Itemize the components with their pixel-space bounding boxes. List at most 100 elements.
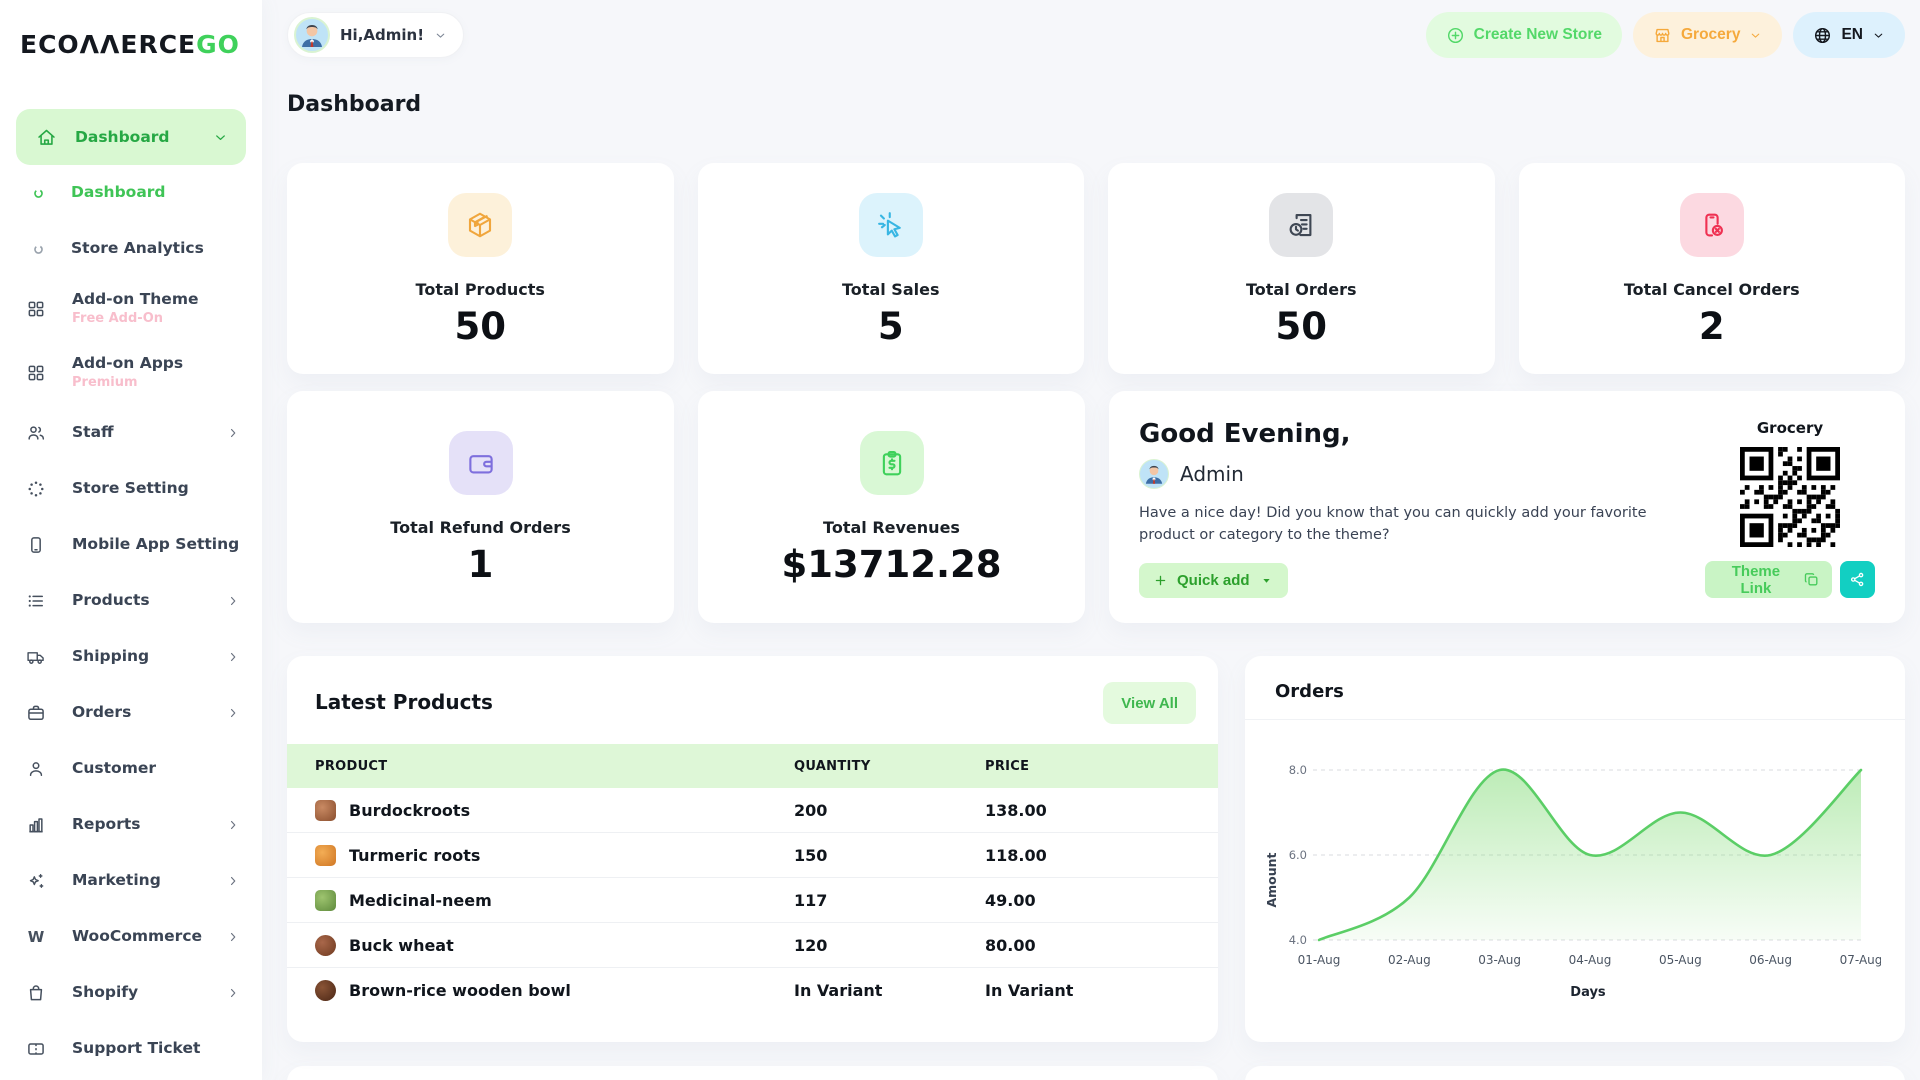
clipboard-dollar-icon [859, 431, 924, 495]
x-tick-label: 02-Aug [1388, 953, 1431, 967]
x-tick-label: 03-Aug [1478, 953, 1521, 967]
sidebar-item-dashboard-group[interactable]: Dashboard [16, 109, 246, 165]
stats-row-1: Total Products 50 Total Sales 5 Total Or… [287, 163, 1905, 374]
sidebar-item-store-analytics[interactable]: Store Analytics [0, 221, 262, 277]
stat-label: Total Orders [1246, 280, 1357, 299]
chevron-right-icon [226, 930, 240, 944]
table-row[interactable]: Medicinal-neem 117 49.00 [287, 878, 1218, 923]
sidebar-item-label: Support Ticket [72, 1039, 201, 1058]
sidebar-item-label: Customer [72, 759, 157, 778]
mobile-icon [26, 535, 46, 555]
sidebar-item-orders[interactable]: Orders [0, 685, 262, 741]
product-name: Burdockroots [349, 800, 471, 820]
orders-area-chart: 01-Aug 02-Aug 03-Aug 04-Aug 05-Aug 06-Aug 07-A… [1264, 763, 1882, 1000]
plus-icon [1153, 573, 1168, 588]
create-new-store-button[interactable]: Create New Store [1425, 12, 1622, 58]
column-header-quantity: QUANTITY [794, 758, 871, 774]
product-price: 118.00 [985, 845, 1047, 865]
table-row[interactable]: Brown-rice wooden bowl In Variant In Var… [287, 968, 1218, 1013]
chevron-down-icon [434, 29, 447, 42]
sidebar-item-store-setting[interactable]: Store Setting [0, 461, 262, 517]
greeting-card: Good Evening, Admin Have a nice day! Did… [1109, 391, 1905, 623]
sidebar-item-label: Add-on Apps [72, 354, 184, 373]
sidebar-item-label: Dashboard [75, 128, 170, 146]
sidebar-item-customer[interactable]: Customer [0, 741, 262, 797]
product-name: Buck wheat [349, 935, 454, 955]
sidebar-menu: Dashboard Dashboard Store Analytics Add-… [0, 109, 262, 1077]
stat-label: Total Products [415, 280, 545, 299]
stat-value: 5 [877, 305, 904, 348]
plus-circle-icon [1446, 26, 1465, 45]
table-row[interactable]: Turmeric roots 150 118.00 [287, 833, 1218, 878]
stats-row-2: Total Refund Orders 1 Total Revenues $13… [287, 391, 1905, 623]
sidebar-item-woocommerce[interactable]: W WooCommerce [0, 909, 262, 965]
stat-value: 50 [1275, 305, 1328, 348]
product-thumbnail [315, 799, 336, 821]
store-selector-button[interactable]: Grocery [1633, 12, 1783, 58]
stat-label: Total Cancel Orders [1623, 280, 1800, 299]
sidebar-item-shipping[interactable]: Shipping [0, 629, 262, 685]
language-selector-button[interactable]: EN [1793, 12, 1905, 58]
brand-name: ECOΛΛERCE [20, 30, 197, 59]
stat-card-total-cancel-orders: Total Cancel Orders 2 [1518, 163, 1905, 374]
partial-next-row [287, 1066, 1905, 1080]
shopping-bag-icon [26, 983, 46, 1003]
caret-down-icon [1259, 573, 1274, 588]
sidebar-item-label: Marketing [72, 871, 161, 890]
bar-chart-icon [26, 815, 46, 835]
sidebar-item-support-ticket[interactable]: Support Ticket [0, 1021, 262, 1077]
table-row[interactable]: Buck wheat 120 80.00 [287, 923, 1218, 968]
sidebar-item-reports[interactable]: Reports [0, 797, 262, 853]
view-all-button[interactable]: View All [1103, 682, 1196, 724]
chevron-right-icon [226, 818, 240, 832]
free-addon-badge: Free Add-On [72, 310, 163, 326]
woocommerce-icon: W [27, 928, 45, 946]
x-tick-label: 06-Aug [1749, 953, 1792, 967]
product-price: 49.00 [985, 890, 1036, 910]
stat-card-total-products: Total Products 50 [287, 163, 674, 374]
sidebar-item-label: Staff [72, 423, 114, 442]
product-price: In Variant [985, 981, 1074, 1000]
stat-label: Total Sales [842, 280, 940, 299]
sidebar-item-label: WooCommerce [72, 927, 203, 946]
x-tick-label: 01-Aug [1298, 953, 1341, 967]
avatar [294, 17, 330, 53]
x-tick-label: 04-Aug [1569, 953, 1612, 967]
list-icon [26, 591, 46, 611]
user-greeting: Hi,Admin! [340, 26, 425, 44]
partial-card [1245, 1066, 1905, 1080]
table-row[interactable]: Burdockroots 200 138.00 [287, 788, 1218, 833]
product-quantity: 200 [794, 800, 828, 820]
store-qr-code [1740, 447, 1840, 547]
theme-link-button[interactable]: Theme Link [1705, 561, 1832, 598]
stat-value: 1 [467, 543, 494, 586]
sidebar-item-staff[interactable]: Staff [0, 405, 262, 461]
home-icon [36, 127, 57, 148]
stat-value: $13712.28 [781, 543, 1002, 586]
globe-icon [1813, 26, 1832, 45]
product-name: Medicinal-neem [349, 890, 492, 910]
sidebar-item-addon-theme[interactable]: Add-on Theme Free Add-On [0, 277, 262, 341]
sidebar-item-label: Reports [72, 815, 141, 834]
bullet-icon [32, 243, 45, 256]
orders-chart-card: Orders 01-Aug 02-Aug 03-Aug 04-Aug 05-Aug 06-… [1245, 656, 1905, 1042]
user-menu-button[interactable]: Hi,Admin! [287, 12, 465, 58]
sidebar-item-addon-apps[interactable]: Add-on Apps Premium [0, 341, 262, 405]
product-quantity: In Variant [794, 981, 883, 1000]
share-button[interactable] [1839, 561, 1875, 598]
sidebar-item-marketing[interactable]: Marketing [0, 853, 262, 909]
sidebar-item-mobile-app-setting[interactable]: Mobile App Setting [0, 517, 262, 573]
page-title: Dashboard [287, 92, 422, 117]
sidebar-item-dashboard[interactable]: Dashboard [0, 165, 262, 221]
sidebar-item-shopify[interactable]: Shopify [0, 965, 262, 1021]
sidebar-item-products[interactable]: Products [0, 573, 262, 629]
stat-card-total-refund-orders: Total Refund Orders 1 [287, 391, 674, 623]
orders-chart-title: Orders [1245, 656, 1905, 720]
truck-icon [26, 647, 46, 667]
product-name: Turmeric roots [349, 845, 481, 865]
product-price: 138.00 [985, 800, 1047, 820]
latest-products-title: Latest Products [315, 690, 493, 714]
product-quantity: 117 [794, 890, 828, 910]
quick-add-button[interactable]: Quick add [1139, 562, 1288, 598]
create-store-label: Create New Store [1473, 26, 1602, 43]
